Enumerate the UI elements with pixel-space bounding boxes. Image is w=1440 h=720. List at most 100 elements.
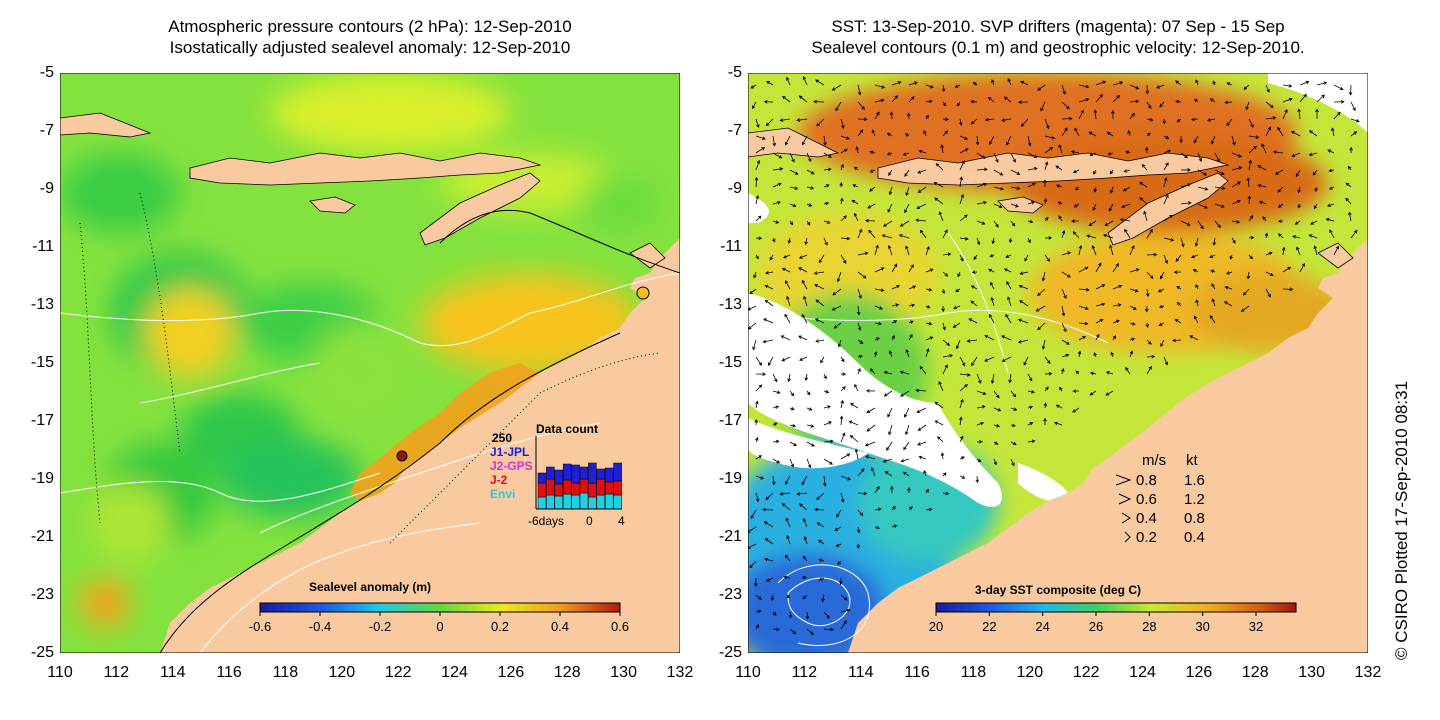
left-lon-tick: 112 — [103, 664, 130, 681]
cloud-mask — [748, 73, 1368, 507]
right-lat-tick: -9 — [727, 180, 742, 197]
anomaly-colorbar-tick: -0.4 — [309, 619, 331, 634]
inset-bar — [546, 466, 555, 480]
inset-bar — [571, 482, 580, 496]
right-lon-tick: 124 — [1129, 664, 1156, 681]
legend-arrow — [1121, 512, 1131, 524]
right-lat-tick: -25 — [718, 644, 742, 661]
legend-j2-gps: J2-GPS — [490, 459, 533, 473]
sst-colorbar-tick: 22 — [982, 619, 996, 634]
inset-xlabel-start: -6days — [528, 514, 564, 528]
right-lon-tick: 116 — [904, 664, 930, 681]
right-lat-tick: -23 — [718, 586, 742, 603]
inset-bars — [537, 462, 622, 510]
left-panel-title: Atmospheric pressure contours (2 hPa): 1… — [60, 16, 680, 58]
left-lon-tick: 122 — [384, 664, 412, 681]
left-lon-tick: 116 — [216, 664, 242, 681]
right-lon-tick: 112 — [791, 664, 818, 681]
inset-bar — [613, 480, 622, 496]
left-lon-tick: 124 — [441, 664, 468, 681]
left-title-line1: Atmospheric pressure contours (2 hPa): 1… — [168, 17, 572, 36]
left-lon-tick: 110 — [47, 664, 73, 681]
right-lat-tick: -5 — [727, 64, 742, 81]
tide-gauge-marker — [396, 450, 408, 462]
right-title-line1: SST: 13-Sep-2010. SVP drifters (magenta)… — [831, 17, 1285, 36]
indonesian-islands-sst — [748, 127, 1354, 269]
inset-bar — [537, 472, 547, 484]
left-lat-tick: -19 — [30, 470, 54, 487]
inset-bar — [562, 493, 572, 510]
right-lat-tick: -7 — [727, 122, 742, 139]
inset-bar — [554, 495, 564, 510]
right-lon-tick: 114 — [847, 664, 874, 681]
inset-bar — [571, 464, 580, 484]
anomaly-colorbar-tick: 0 — [436, 619, 443, 634]
inset-bar — [571, 494, 580, 510]
anomaly-colorbar-tick: 0.4 — [551, 619, 569, 634]
right-lon-tick: 128 — [1241, 664, 1269, 681]
right-lat-tick: -13 — [718, 296, 742, 313]
left-lat-tick: -11 — [32, 238, 54, 255]
sst-colorbar-tick: 32 — [1249, 619, 1263, 634]
inset-bar — [579, 478, 589, 494]
right-lon-tick: 130 — [1298, 664, 1325, 681]
left-lat-tick: -21 — [30, 528, 54, 545]
inset-bar — [596, 478, 606, 496]
australia-landmass — [160, 238, 680, 653]
right-lon-tick: 132 — [1354, 664, 1382, 681]
velocity-vectors — [748, 75, 1360, 635]
inset-bar — [546, 494, 555, 510]
inset-ymax: 250 — [492, 431, 512, 445]
inset-bar — [554, 483, 564, 497]
left-lon-tick: 128 — [553, 664, 581, 681]
right-lon-tick: 120 — [1016, 664, 1044, 681]
inset-bar — [588, 482, 597, 498]
sst-colorbar: 3-day SST composite (deg C) 20 22 24 26 28 30… — [929, 583, 1297, 634]
inset-bar — [613, 462, 622, 482]
right-lon-tick: 122 — [1072, 664, 1100, 681]
legend-arrow — [1118, 493, 1132, 505]
left-lat-tick: -17 — [30, 412, 54, 429]
legend-kt-value: 1.6 — [1184, 472, 1205, 489]
sst-colorbar-tick: 24 — [1035, 619, 1049, 634]
left-lon-tick: 126 — [497, 664, 525, 681]
inset-bar — [579, 492, 589, 510]
right-lat-tick: -17 — [718, 412, 742, 429]
inset-bar — [537, 496, 547, 510]
inset-title: Data count — [536, 422, 598, 436]
right-lon-tick: 118 — [960, 664, 987, 681]
australia-landmass-sst — [848, 238, 1368, 653]
inset-bar — [588, 462, 597, 484]
dotted-contours — [79, 192, 661, 544]
coastal-positive-anomaly — [350, 363, 540, 501]
legend-j1-jpl: J1-JPL — [490, 445, 529, 459]
legend-envi: Envi — [490, 487, 515, 501]
sst-colorbar-tick: 28 — [1142, 619, 1156, 634]
anomaly-colorbar-tick: -0.6 — [249, 619, 271, 634]
inset-bar — [546, 478, 555, 496]
right-lon-tick: 110 — [735, 664, 761, 681]
tide-gauge-marker-2 — [636, 286, 650, 300]
legend-arrow — [1115, 474, 1132, 486]
right-lat-tick: -19 — [718, 470, 742, 487]
pressure-contours — [60, 209, 680, 653]
inset-bar — [604, 493, 614, 510]
left-lon-tick: 132 — [666, 664, 694, 681]
left-title-line2: Isostatically adjusted sealevel anomaly:… — [169, 38, 571, 57]
legend-header-ms: m/s — [1142, 452, 1166, 469]
legend-ms-value: 0.8 — [1136, 472, 1157, 489]
inset-bar — [604, 481, 614, 495]
inset-bar — [596, 494, 606, 510]
right-panel-title: SST: 13-Sep-2010. SVP drifters (magenta)… — [748, 16, 1368, 58]
inset-bar — [562, 463, 572, 481]
left-lon-tick: 114 — [159, 664, 186, 681]
left-lon-tick: 130 — [610, 664, 637, 681]
legend-kt-value: 0.8 — [1184, 510, 1205, 527]
left-lon-tick: 120 — [328, 664, 356, 681]
anomaly-colorbar-tick: -0.2 — [369, 619, 391, 634]
sealevel-anomaly-map: Data count 250 J1-JPL J2-GPS J-2 Envi -6… — [60, 73, 680, 653]
anomaly-colorbar: Sealevel anomaly (m) -0.6 -0.4 -0.2 0 0.2 0.4… — [249, 580, 629, 634]
legend-ms-value: 0.4 — [1136, 510, 1157, 527]
indonesian-islands — [60, 112, 666, 269]
sst-map: m/s kt 0.8 1.6 0.6 1.2 0.4 0.8 0.2 0.4 3-day SS… — [748, 73, 1368, 653]
